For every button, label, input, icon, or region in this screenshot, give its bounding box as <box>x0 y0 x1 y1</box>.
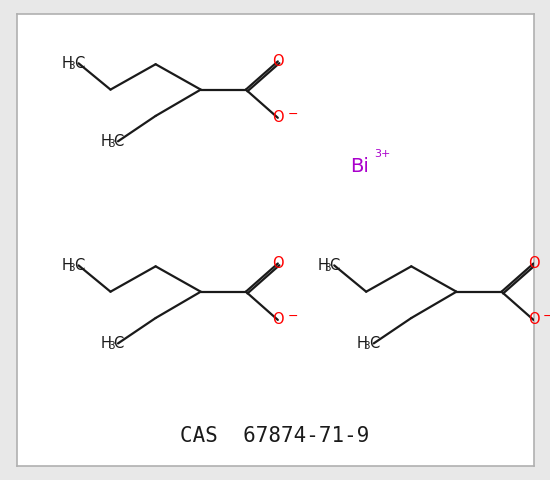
Text: H: H <box>317 258 328 273</box>
Text: C: C <box>74 258 84 273</box>
Text: C: C <box>113 336 124 351</box>
Text: 3: 3 <box>68 61 75 71</box>
Text: H: H <box>62 258 73 273</box>
Text: O: O <box>272 110 284 125</box>
Text: C: C <box>329 258 340 273</box>
Text: CAS  67874-71-9: CAS 67874-71-9 <box>180 426 370 445</box>
Text: O: O <box>272 256 284 271</box>
Text: C: C <box>113 134 124 149</box>
Text: −: − <box>287 310 298 323</box>
Text: C: C <box>369 336 379 351</box>
Text: 3: 3 <box>68 263 75 273</box>
Text: Bi: Bi <box>350 157 369 176</box>
Text: H: H <box>62 56 73 71</box>
Text: 3: 3 <box>364 341 370 351</box>
Text: 3+: 3+ <box>375 148 391 158</box>
Text: H: H <box>101 336 112 351</box>
Text: C: C <box>74 56 84 71</box>
Text: H: H <box>101 134 112 149</box>
Text: O: O <box>527 256 540 271</box>
Text: −: − <box>287 108 298 120</box>
Text: H: H <box>357 336 367 351</box>
Text: O: O <box>272 312 284 327</box>
Text: O: O <box>272 54 284 69</box>
Text: 3: 3 <box>108 341 114 351</box>
Text: −: − <box>543 310 550 323</box>
Text: 3: 3 <box>108 139 114 149</box>
Text: 3: 3 <box>324 263 331 273</box>
Text: O: O <box>527 312 540 327</box>
